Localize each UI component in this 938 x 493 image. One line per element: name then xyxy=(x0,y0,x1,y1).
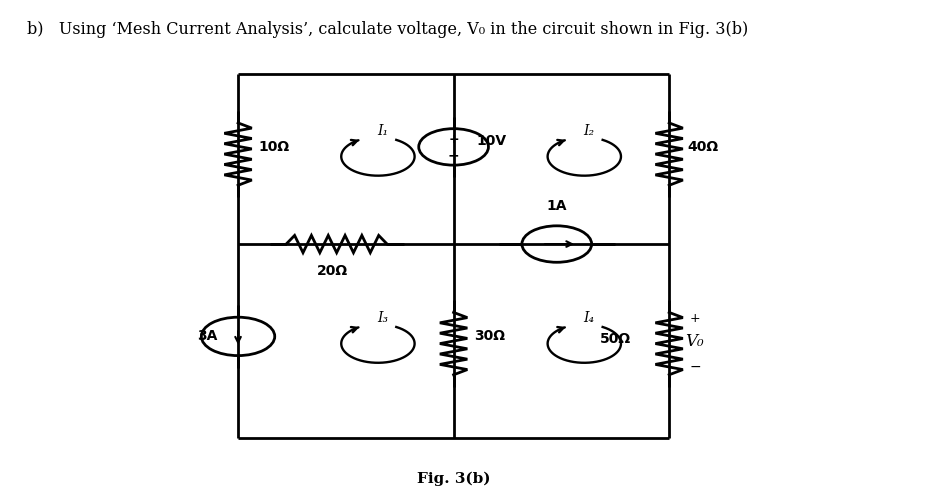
Text: b)   Using ‘Mesh Current Analysis’, calculate voltage, V₀ in the circuit shown i: b) Using ‘Mesh Current Analysis’, calcul… xyxy=(27,21,749,38)
Text: 1A: 1A xyxy=(547,199,567,213)
Text: +: + xyxy=(689,312,700,325)
Text: 20Ω: 20Ω xyxy=(316,264,348,278)
Text: I₁: I₁ xyxy=(377,124,388,138)
Text: 10Ω: 10Ω xyxy=(258,140,289,154)
Text: 30Ω: 30Ω xyxy=(474,329,505,344)
Text: −: − xyxy=(447,148,460,162)
Text: V₀: V₀ xyxy=(686,333,704,350)
Text: 3A: 3A xyxy=(198,329,218,344)
Text: 40Ω: 40Ω xyxy=(688,140,719,154)
Text: −: − xyxy=(689,359,701,374)
Text: I₃: I₃ xyxy=(377,312,388,325)
Text: Fig. 3(b): Fig. 3(b) xyxy=(416,472,491,486)
Text: 10V: 10V xyxy=(477,134,507,148)
Text: 50Ω: 50Ω xyxy=(600,332,631,346)
Text: I₂: I₂ xyxy=(583,124,595,138)
Text: I₄: I₄ xyxy=(583,312,595,325)
Text: +: + xyxy=(448,133,459,146)
